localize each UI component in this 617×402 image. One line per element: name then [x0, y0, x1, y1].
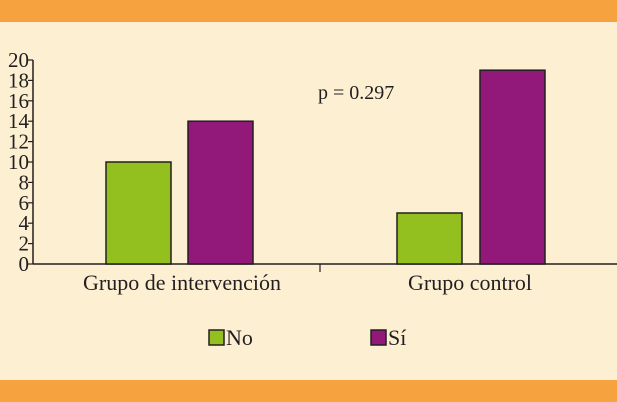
bar-si: [479, 69, 546, 265]
bar-no: [396, 212, 463, 265]
y-tick-label: 16: [8, 89, 29, 113]
y-tick-label: 6: [19, 191, 30, 215]
legend-swatch-si: [370, 329, 387, 346]
x-ticks: Grupo de intervención Grupo control: [83, 264, 532, 295]
bar-no: [105, 161, 172, 265]
x-tick-label: Grupo control: [408, 270, 532, 295]
y-tick-label: 20: [8, 48, 29, 72]
y-tick-label: 14: [8, 109, 30, 133]
y-tick-label: 0: [19, 252, 30, 276]
y-tick-label: 18: [8, 68, 29, 92]
x-tick-label: Grupo de intervención: [83, 270, 281, 295]
bottom-band: [0, 380, 617, 402]
bars: [105, 69, 546, 265]
p-value-annotation: p = 0.297: [318, 82, 394, 104]
legend: No Sí: [208, 325, 406, 350]
legend-swatch-no: [208, 329, 225, 346]
y-tick-label: 10: [8, 150, 29, 174]
y-tick-label: 2: [19, 232, 30, 256]
y-tick-label: 4: [19, 211, 30, 235]
y-tick-label: 12: [8, 130, 29, 154]
bar-si: [187, 120, 254, 265]
y-tick-label: 8: [19, 170, 30, 194]
top-band: [0, 0, 617, 22]
legend-label-no: No: [226, 325, 253, 350]
legend-label-si: Sí: [388, 325, 406, 350]
